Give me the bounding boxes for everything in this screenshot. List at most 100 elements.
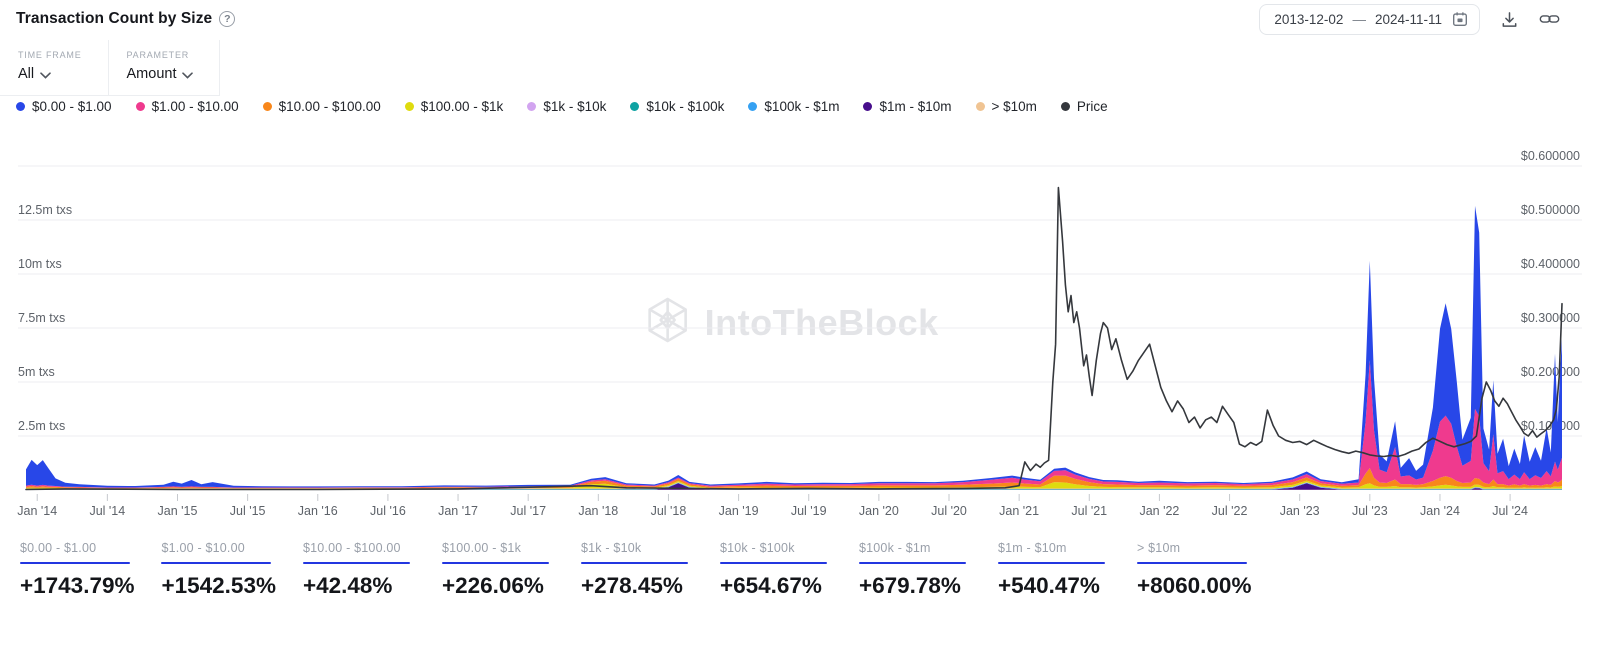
stat-label: $1.00 - $10.00 — [161, 541, 245, 555]
legend-label: $100.00 - $1k — [420, 99, 504, 114]
page-title: Transaction Count by Size — [16, 10, 213, 27]
stat-card: $1k - $10k +278.45% — [580, 541, 693, 599]
legend-label: $1k - $10k — [543, 99, 607, 114]
legend-item-gt-10m[interactable]: > $10m — [975, 99, 1037, 114]
svg-text:Jul '23: Jul '23 — [1352, 504, 1388, 518]
chevron-down-icon — [40, 67, 51, 83]
legend-item-10k-100k[interactable]: $10k - $100k — [630, 99, 724, 114]
stat-label: $0.00 - $1.00 — [20, 541, 97, 555]
stat-underline — [302, 562, 411, 564]
stat-card: $100k - $1m +679.78% — [858, 541, 971, 599]
legend-item-10-100[interactable]: $10.00 - $100.00 — [262, 99, 381, 114]
legend-label: $100k - $1m — [764, 99, 840, 114]
legend-dot — [527, 102, 537, 111]
svg-text:Jul '14: Jul '14 — [89, 504, 125, 518]
svg-text:7.5m txs: 7.5m txs — [18, 311, 65, 325]
svg-text:Jan '16: Jan '16 — [298, 504, 338, 518]
svg-text:Jan '20: Jan '20 — [859, 504, 899, 518]
svg-text:Jul '24: Jul '24 — [1492, 504, 1528, 518]
stat-underline — [580, 562, 689, 564]
stat-value: +278.45% — [580, 573, 683, 598]
date-end: 2024-11-11 — [1374, 11, 1442, 27]
svg-text:Jul '22: Jul '22 — [1212, 504, 1248, 518]
stat-label: > $10m — [1136, 541, 1181, 555]
legend-dot — [135, 102, 145, 111]
svg-text:Jul '20: Jul '20 — [931, 504, 967, 518]
svg-text:Jul '17: Jul '17 — [510, 504, 546, 518]
legend-item-price[interactable]: Price — [1060, 99, 1108, 114]
legend-label: $10k - $100k — [646, 99, 725, 114]
svg-text:Jul '16: Jul '16 — [370, 504, 406, 518]
chevron-down-icon — [182, 67, 194, 83]
stats-row: $0.00 - $1.00 +1743.79% $1.00 - $10.00 +15… — [20, 541, 1251, 599]
stat-underline — [719, 562, 828, 564]
svg-text:12.5m txs: 12.5m txs — [18, 203, 72, 217]
legend-item-100k-1m[interactable]: $100k - $1m — [748, 99, 839, 114]
stat-label: $1k - $10k — [580, 541, 642, 555]
legend-item-1m-10m[interactable]: $1m - $10m — [863, 99, 952, 114]
timeframe-value: All — [18, 66, 35, 82]
svg-text:Jan '18: Jan '18 — [578, 504, 618, 518]
stat-card: $0.00 - $1.00 +1743.79% — [20, 541, 134, 599]
stat-label: $100k - $1m — [858, 541, 931, 555]
svg-text:Jul '19: Jul '19 — [791, 504, 827, 518]
svg-text:10m txs: 10m txs — [18, 257, 62, 271]
svg-text:5m txs: 5m txs — [18, 365, 55, 379]
download-button[interactable] — [1500, 10, 1519, 29]
legend-item-100-1k[interactable]: $100.00 - $1k — [404, 99, 504, 114]
legend-dot — [975, 102, 985, 111]
stat-label: $100.00 - $1k — [441, 541, 522, 555]
calendar-icon[interactable] — [1451, 10, 1469, 28]
svg-text:$0.300000: $0.300000 — [1521, 311, 1580, 325]
stat-card: $1m - $10m +540.47% — [997, 541, 1110, 599]
date-start: 2013-12-02 — [1274, 11, 1344, 27]
stat-underline — [858, 562, 967, 564]
parameter-control[interactable]: PARAMETER Amount — [109, 40, 221, 95]
svg-text:$0.600000: $0.600000 — [1521, 149, 1580, 163]
legend-dot — [630, 102, 640, 111]
svg-text:Jan '14: Jan '14 — [17, 504, 57, 518]
date-range-picker[interactable]: 2013-12-02 — 2024-11-11 — [1259, 3, 1480, 35]
timeframe-control[interactable]: TIME FRAME All — [0, 40, 109, 95]
stat-card: $1.00 - $10.00 +1542.53% — [161, 541, 276, 599]
legend-label: $1m - $10m — [879, 99, 952, 114]
legend-item-0-1[interactable]: $0.00 - $1.00 — [16, 99, 112, 114]
stat-value: +1542.53% — [161, 573, 276, 598]
stat-underline — [161, 562, 272, 564]
legend-dot — [748, 102, 758, 111]
stat-label: $10k - $100k — [719, 541, 795, 555]
stat-value: +42.48% — [302, 573, 393, 598]
legend-label: $0.00 - $1.00 — [32, 99, 112, 114]
timeframe-label: TIME FRAME — [18, 50, 82, 60]
stat-card: $10k - $100k +654.67% — [719, 541, 832, 599]
svg-text:Jan '23: Jan '23 — [1280, 504, 1320, 518]
stat-value: +226.06% — [441, 573, 544, 598]
svg-text:$0.500000: $0.500000 — [1521, 203, 1580, 217]
stat-value: +654.67% — [719, 573, 822, 598]
svg-text:Jan '24: Jan '24 — [1420, 504, 1460, 518]
chart-canvas[interactable]: $0.100000$0.200000$0.300000$0.400000$0.5… — [0, 128, 1600, 528]
svg-text:2.5m txs: 2.5m txs — [18, 419, 65, 433]
stat-value: +1743.79% — [20, 573, 135, 598]
watermark-text: IntoTheBlock — [704, 301, 939, 343]
stat-card: > $10m +8060.00% — [1136, 541, 1251, 599]
date-separator: — — [1352, 11, 1366, 27]
stat-value: +540.47% — [997, 573, 1100, 598]
legend-item-1-10[interactable]: $1.00 - $10.00 — [135, 99, 239, 114]
svg-text:Jul '15: Jul '15 — [230, 504, 266, 518]
svg-text:Jan '15: Jan '15 — [158, 504, 198, 518]
legend-item-1k-10k[interactable]: $1k - $10k — [527, 99, 606, 114]
watermark: IntoTheBlock — [644, 296, 939, 349]
legend-dot — [1060, 102, 1070, 111]
help-icon[interactable]: ? — [219, 11, 236, 27]
intotheblock-logo-icon — [644, 296, 692, 349]
svg-text:Jan '17: Jan '17 — [438, 504, 478, 518]
stat-card: $100.00 - $1k +226.06% — [441, 541, 554, 599]
stat-value: +679.78% — [858, 573, 961, 598]
legend-label: > $10m — [991, 99, 1037, 114]
svg-text:$0.400000: $0.400000 — [1521, 257, 1580, 271]
link-icon[interactable] — [1539, 11, 1560, 27]
legend-dot — [262, 102, 272, 111]
legend-dot — [863, 102, 873, 111]
stat-underline — [441, 562, 550, 564]
